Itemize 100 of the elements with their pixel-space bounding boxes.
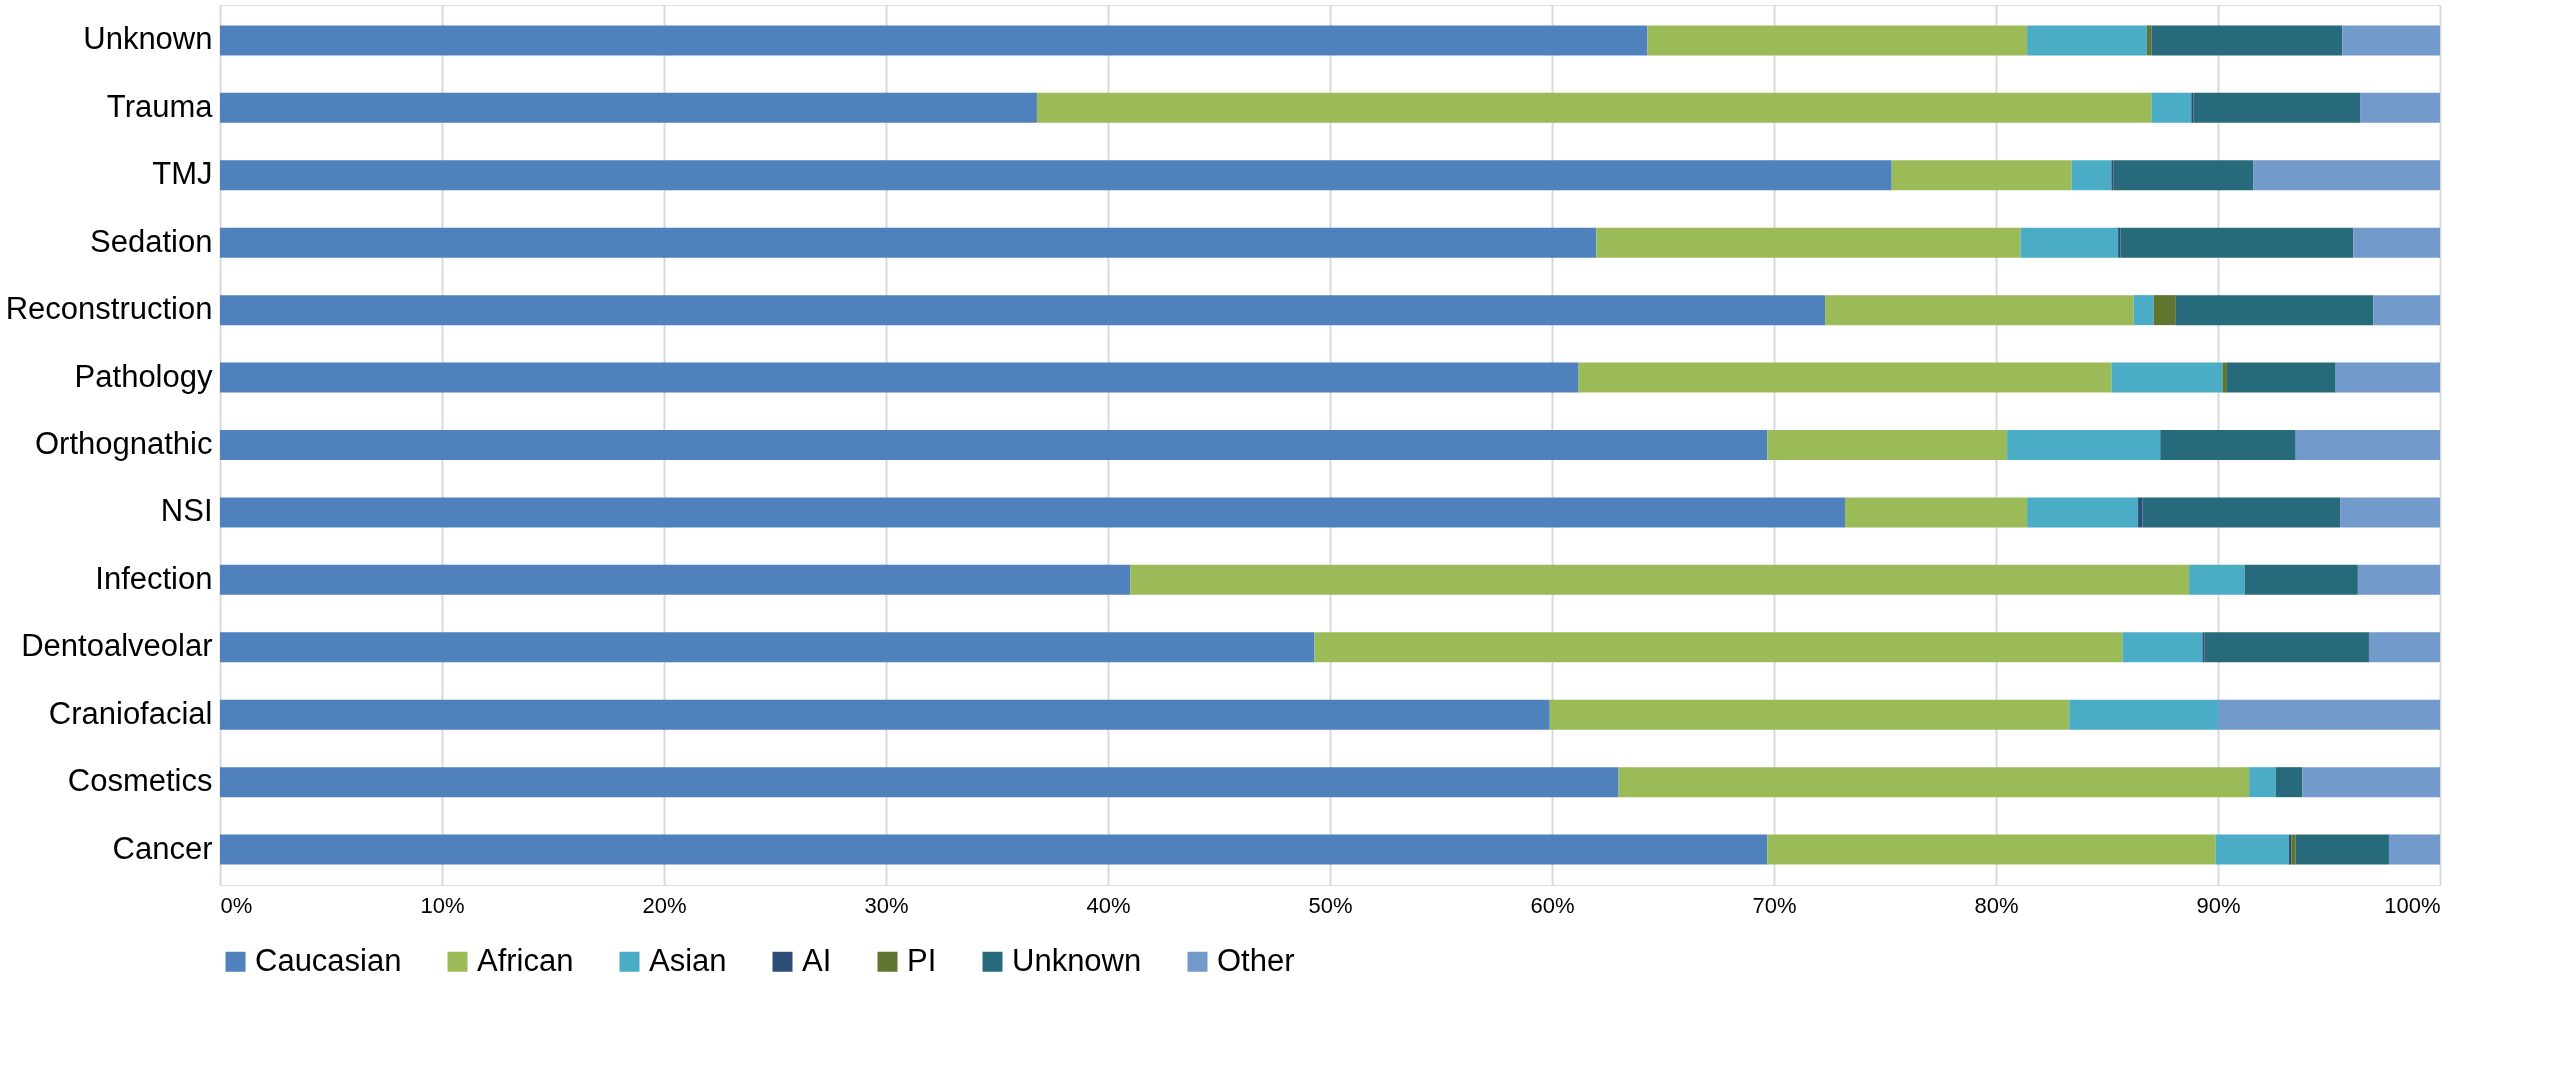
bar xyxy=(1767,834,2216,865)
bar xyxy=(220,25,1648,56)
bar xyxy=(2342,25,2440,56)
bar xyxy=(1036,92,2152,123)
bar xyxy=(2353,227,2440,258)
y-tick-label: Pathology xyxy=(74,358,213,394)
legend-label: Asian xyxy=(649,942,727,978)
y-tick-label: Infection xyxy=(95,560,213,596)
bar xyxy=(1130,564,2190,595)
bar xyxy=(220,295,1826,326)
bar xyxy=(2069,699,2218,730)
bar xyxy=(1314,632,2123,663)
bar xyxy=(220,497,1846,528)
bar xyxy=(1578,362,2112,393)
bar xyxy=(2111,160,2114,191)
y-tick-label: Cancer xyxy=(112,830,213,866)
bar xyxy=(2160,430,2296,460)
bar xyxy=(2120,227,2354,258)
bar xyxy=(2360,92,2440,123)
bar xyxy=(1549,699,2070,730)
bar xyxy=(2027,25,2147,56)
bar xyxy=(2133,295,2154,326)
bar xyxy=(2295,834,2389,865)
bar xyxy=(2295,430,2440,460)
bar xyxy=(220,564,1131,595)
bar xyxy=(2122,632,2203,663)
bar xyxy=(2027,497,2139,528)
bar xyxy=(2138,497,2143,528)
y-tick-label: Orthognathic xyxy=(35,426,213,461)
bar xyxy=(2253,160,2440,191)
bar xyxy=(2302,767,2440,798)
y-tick-label: Cosmetics xyxy=(67,763,213,799)
bar xyxy=(1845,497,2028,528)
bar xyxy=(2118,227,2121,258)
bar xyxy=(2142,497,2341,528)
bar xyxy=(220,430,1768,460)
y-tick-label: NSI xyxy=(160,493,213,529)
bar xyxy=(1767,430,2008,460)
bar xyxy=(2275,767,2303,798)
bar xyxy=(2151,25,2343,56)
bar xyxy=(2373,295,2440,326)
x-tick-label: 50% xyxy=(1308,892,1353,918)
x-tick-label: 0% xyxy=(220,892,253,918)
x-tick-label: 70% xyxy=(1752,892,1797,918)
bar xyxy=(2204,632,2369,663)
bar xyxy=(1647,25,2028,56)
bar xyxy=(2335,362,2440,393)
bar xyxy=(2151,92,2192,123)
bar xyxy=(2218,699,2440,730)
bar xyxy=(2388,834,2440,865)
y-tick-label: TMJ xyxy=(152,156,213,192)
bar xyxy=(2357,564,2440,595)
bar xyxy=(2007,430,2161,460)
bar xyxy=(2111,362,2223,393)
bar xyxy=(2244,564,2358,595)
x-tick-label: 20% xyxy=(642,892,687,918)
x-tick-label: 90% xyxy=(2196,892,2241,918)
bar xyxy=(2249,767,2276,798)
bar xyxy=(2189,564,2245,595)
x-tick-label: 10% xyxy=(420,892,465,918)
bar xyxy=(1618,767,2250,798)
bar xyxy=(220,160,1892,191)
bar xyxy=(1891,160,2072,191)
bar xyxy=(2226,362,2336,393)
bar xyxy=(2368,632,2440,663)
bar xyxy=(2071,160,2112,191)
bar xyxy=(2193,92,2361,123)
legend-label: Unknown xyxy=(1012,942,1142,978)
bar xyxy=(2146,25,2152,56)
x-tick-label: 80% xyxy=(1974,892,2019,918)
x-tick-label: 100% xyxy=(2384,892,2441,918)
bar xyxy=(2222,362,2227,393)
legend-label: PI xyxy=(907,942,937,978)
bar xyxy=(220,767,1619,798)
y-tick-label: Dentoalveolar xyxy=(21,628,213,664)
bar xyxy=(2202,632,2205,663)
x-tick-label: 30% xyxy=(864,892,909,918)
legend-label: African xyxy=(477,942,574,978)
y-tick-label: Craniofacial xyxy=(48,695,213,731)
x-tick-label: 60% xyxy=(1530,892,1575,918)
x-tick-label: 40% xyxy=(1086,892,1131,918)
y-tick-label: Sedation xyxy=(90,223,213,259)
legend-label: Other xyxy=(1217,942,1295,978)
y-tick-label: Trauma xyxy=(106,88,214,124)
bar xyxy=(2113,160,2254,191)
bar xyxy=(1825,295,2134,326)
y-tick-label: Unknown xyxy=(83,21,213,57)
bar xyxy=(2153,295,2176,326)
bar xyxy=(2215,834,2290,865)
bar xyxy=(2175,295,2374,326)
bar xyxy=(220,834,1768,865)
bar xyxy=(2291,834,2296,865)
bar xyxy=(1596,227,2021,258)
bar xyxy=(2020,227,2119,258)
bar xyxy=(2191,92,2194,123)
y-tick-label: Reconstruction xyxy=(5,291,213,327)
bar xyxy=(220,632,1315,663)
bar xyxy=(220,227,1597,258)
bar xyxy=(2289,834,2292,865)
legend-label: AI xyxy=(802,942,832,978)
